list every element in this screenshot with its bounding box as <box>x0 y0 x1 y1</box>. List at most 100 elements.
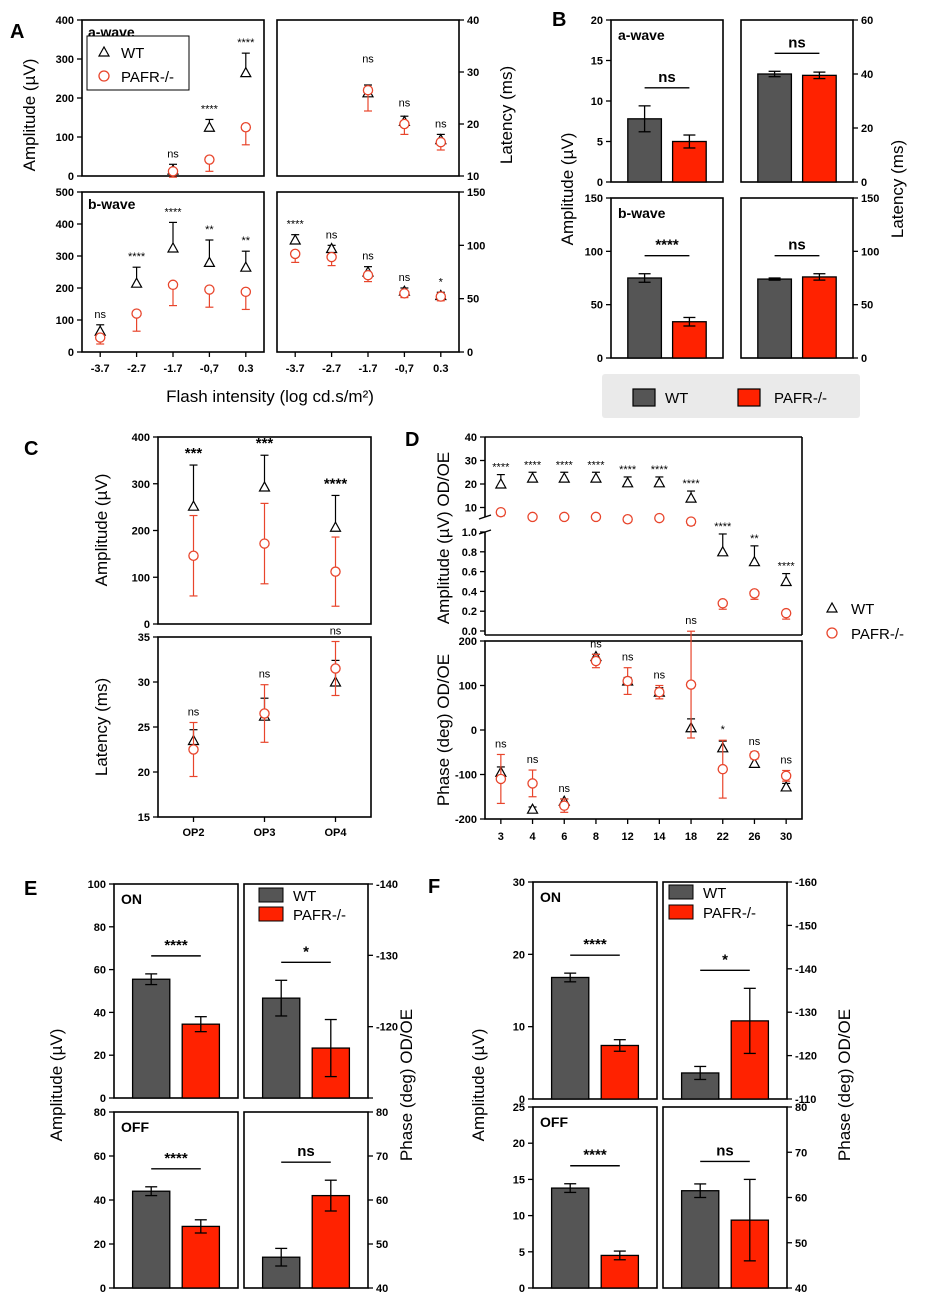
panel-label-e: E <box>24 878 37 900</box>
E_off_amp-title: OFF <box>121 1119 149 1135</box>
F_on_ph-frame <box>662 881 788 1100</box>
A_aamp-wt-point <box>203 121 216 132</box>
F_off_amp-ytick-label: 5 <box>519 1247 525 1259</box>
B_alat-ytick-label: 20 <box>861 123 873 135</box>
d-amp-break <box>478 514 492 520</box>
B_alat-ko-bar <box>801 74 837 183</box>
A_alat-ko-point <box>435 136 447 148</box>
D_ph-wt-point <box>748 757 761 768</box>
F_off_amp-wt-bar <box>550 1187 590 1289</box>
A_aamp-ytick-label: 300 <box>56 54 74 66</box>
B_bamp-sig: **** <box>655 237 679 254</box>
B_aamp-title: a-wave <box>618 27 665 43</box>
d-amp-ytick-label: 40 <box>465 432 477 444</box>
E_on_amp-ytick-label: 0 <box>100 1093 106 1105</box>
C_amp-ytick-label: 0 <box>144 619 150 631</box>
legend-b-wt-label: WT <box>665 390 688 407</box>
F_on_amp-wt-bar <box>550 976 590 1100</box>
E_off_ph-ytick-label: 80 <box>376 1107 388 1119</box>
a-right-xtick-label: -3.7 <box>286 363 305 375</box>
B_blat-sig: ns <box>788 237 806 254</box>
d-amp-ko-point <box>590 511 602 523</box>
A_alat-frame <box>276 19 460 177</box>
F_on_ph-ytick-label: -110 <box>795 1094 816 1106</box>
F_off_ph-wt-bar <box>680 1190 720 1289</box>
d-amp-ko-point <box>495 506 507 518</box>
a-right-xtick-label: 0.3 <box>433 363 448 375</box>
A_aamp-ko-point <box>240 122 252 133</box>
d-xtick-label: 8 <box>593 831 599 843</box>
d-amp-ko-point <box>749 588 760 599</box>
d-amp-ko-point <box>559 511 570 523</box>
a-right-xtick-label: -2.7 <box>322 363 341 375</box>
A_aamp-ko-point <box>167 166 179 177</box>
A_bamp-ytick-label: 400 <box>56 219 74 231</box>
F_off_amp-sig: **** <box>583 1147 607 1164</box>
e-ylabel-right: Phase (deg) OD/OE <box>397 1009 416 1161</box>
panel-label-d: D <box>405 429 419 451</box>
legend-e: WT PAFR-/- <box>258 887 346 924</box>
d-amp-wt-point <box>748 555 761 567</box>
C_amp-ko-point <box>330 566 341 577</box>
E_on_amp-title: ON <box>121 891 142 907</box>
A_aamp-ytick-label: 100 <box>56 132 74 144</box>
A_alat-ytick-label: 40 <box>467 15 479 27</box>
E_off_amp-ytick-label: 40 <box>94 1195 106 1207</box>
F_on_amp-frame <box>532 881 658 1100</box>
C_amp-wt-point <box>258 480 271 492</box>
D_ph-ko-point <box>590 655 602 667</box>
A_blat-ko-point <box>326 251 337 263</box>
B_alat-ytick-label: 60 <box>861 15 873 27</box>
F_off_amp-title: OFF <box>540 1114 568 1130</box>
C_amp-ytick-label: 200 <box>132 526 150 538</box>
C_lat-ko-point <box>330 663 341 674</box>
legend-d: WT PAFR-/- <box>825 601 904 643</box>
A_aamp-sig: ns <box>167 148 179 160</box>
d-amp-sig: **** <box>619 464 637 476</box>
d-amp-sig: **** <box>492 462 510 474</box>
E_on_amp-sig: **** <box>164 937 188 954</box>
D_ph-wt-point <box>780 780 793 792</box>
f-ylabel-left: Amplitude (µV) <box>469 1029 488 1142</box>
d-amp-sig: **** <box>714 521 732 533</box>
C_amp-sig: **** <box>324 475 348 492</box>
E_off_ph-ytick-label: 50 <box>376 1239 388 1251</box>
D_ph-ko-point <box>654 686 665 698</box>
d-amp-ytick-label: 0.8 <box>462 547 477 559</box>
legend-d-wt-label: WT <box>851 601 874 618</box>
A_alat-ko-point <box>399 118 410 130</box>
D_ph-ko-point <box>717 763 729 775</box>
d-amp-wt-point <box>558 471 571 483</box>
D_ph-ko-point <box>685 679 697 690</box>
F_on_ph-ytick-label: -130 <box>795 1007 817 1019</box>
F_on_amp-title: ON <box>540 889 561 905</box>
b-ylabel-left: Amplitude (µV) <box>558 133 577 246</box>
F_on_amp-ytick-label: 20 <box>513 949 525 961</box>
panel-label-a: A <box>10 21 24 43</box>
E_off_amp-wt-bar <box>131 1190 171 1289</box>
A_bamp-ytick-label: 500 <box>56 187 74 199</box>
F_on_ph-ytick-label: -160 <box>795 877 817 889</box>
C_lat-ko-point <box>259 708 270 719</box>
legend-e-ko-swatch <box>258 906 284 922</box>
D_ph-ko-point <box>749 750 760 761</box>
D_ph-sig: ns <box>749 736 761 748</box>
D_ph-ytick-label: 0 <box>471 725 477 737</box>
d-amp-ytick-label: 30 <box>465 456 477 468</box>
F_off_amp-ko-bar <box>600 1254 640 1289</box>
B_aamp-ytick-label: 5 <box>597 137 603 149</box>
d-amp-ytick-label: 0.4 <box>462 586 478 598</box>
A_aamp-sig: **** <box>201 103 219 115</box>
d-amp-ytick-label: 0.6 <box>462 567 477 579</box>
A_aamp-ytick-label: 400 <box>56 15 74 27</box>
E_off_amp-ko-bar <box>181 1225 221 1289</box>
A_blat-ko-point <box>399 288 410 299</box>
C_lat-sig: ns <box>188 707 200 719</box>
d-amp-wt-point <box>780 575 793 587</box>
A_blat-ko-point <box>289 248 301 260</box>
d-amp-ytick-label: 1.0 <box>462 527 477 539</box>
E_on_ph-frame <box>243 883 369 1099</box>
E_on_ph-ytick-label: -130 <box>376 950 398 962</box>
C_amp-sig: *** <box>256 435 274 452</box>
